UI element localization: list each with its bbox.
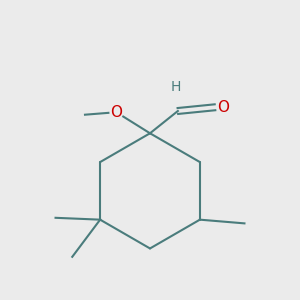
Text: O: O <box>217 100 229 115</box>
Text: O: O <box>111 105 123 120</box>
Text: H: H <box>171 80 181 94</box>
